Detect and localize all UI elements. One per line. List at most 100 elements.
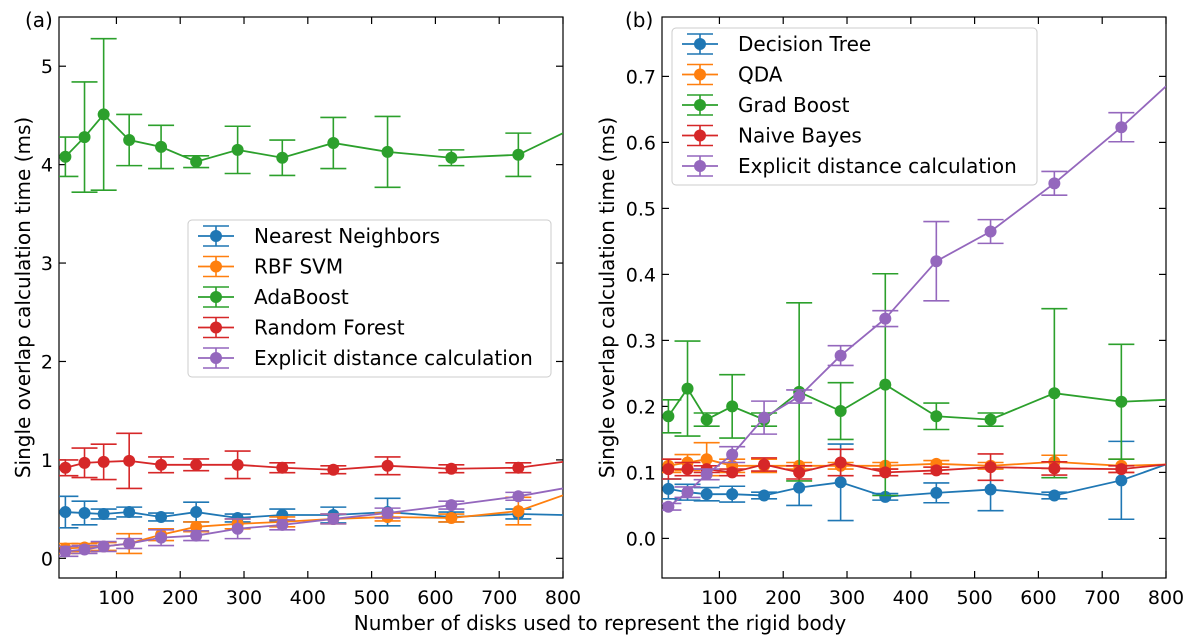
legend-label: Nearest Neighbors (254, 224, 440, 248)
legend-label: Decision Tree (738, 32, 871, 56)
data-point (930, 486, 943, 499)
legend-marker (694, 99, 706, 111)
data-point (445, 511, 458, 524)
legend-label: Explicit distance calculation (254, 346, 533, 370)
legend-marker (210, 321, 222, 334)
data-point (276, 518, 289, 531)
legend-marker (694, 68, 706, 81)
data-point (327, 463, 340, 476)
shared-x-axis-label: Number of disks used to represent the ri… (354, 611, 847, 635)
data-point (984, 483, 997, 496)
data-point (726, 488, 739, 501)
y-tick-label: 0.7 (626, 66, 656, 88)
y-tick-label: 0.4 (626, 264, 656, 286)
series-line (667, 383, 1166, 421)
data-point (123, 506, 136, 519)
data-point (512, 505, 525, 518)
data-point (662, 463, 675, 476)
legend-label: Random Forest (254, 316, 405, 340)
x-tick-label: 200 (765, 587, 801, 609)
x-tick-label: 300 (829, 587, 865, 609)
legend-item: Grad Boost (682, 93, 850, 117)
data-point (512, 148, 525, 161)
data-point (231, 522, 244, 535)
data-point (327, 512, 340, 525)
series-2 (662, 272, 1166, 497)
legend-marker (694, 160, 706, 172)
data-point (78, 131, 91, 144)
data-point (834, 405, 847, 418)
data-point (155, 510, 168, 523)
legend: Decision Tree QDA Grad Boost Naive Bayes Exp… (671, 27, 1038, 186)
data-point (834, 349, 847, 362)
series-3 (59, 432, 563, 490)
data-point (97, 540, 110, 553)
data-point (984, 413, 997, 426)
data-point (758, 411, 771, 424)
data-point (59, 150, 72, 163)
data-point (700, 413, 713, 426)
legend: Nearest Neighbors RBF SVM AdaBoost Random F… (187, 219, 552, 378)
data-point (78, 507, 91, 520)
legend-label: Explicit distance calculation (738, 154, 1017, 178)
data-point (59, 461, 72, 474)
x-tick-label: 800 (1148, 587, 1184, 609)
data-point (190, 520, 203, 533)
data-point (190, 506, 203, 519)
legend-label: RBF SVM (254, 255, 343, 279)
data-point (793, 390, 806, 403)
legend-item: Nearest Neighbors (198, 224, 440, 248)
data-point (930, 410, 943, 423)
legend-marker (694, 38, 706, 50)
x-tick-label: 600 (417, 587, 453, 609)
data-point (879, 466, 892, 479)
data-point (726, 466, 739, 479)
legend-item: Explicit distance calculation (198, 346, 533, 370)
data-point (97, 508, 110, 521)
x-tick-label: 800 (545, 587, 581, 609)
legend-marker (210, 260, 222, 273)
y-tick-label: 2 (41, 351, 53, 373)
x-tick-label: 100 (701, 587, 737, 609)
data-point (1115, 395, 1128, 408)
data-point (681, 486, 694, 499)
data-point (758, 458, 771, 471)
legend-item: Random Forest (198, 316, 405, 340)
legend-item: Explicit distance calculation (682, 154, 1017, 178)
data-point (1115, 121, 1128, 134)
data-point (662, 410, 675, 423)
x-tick-label: 500 (353, 587, 389, 609)
data-point (97, 455, 110, 468)
data-point (662, 482, 675, 495)
legend-item: Decision Tree (682, 32, 871, 56)
data-point (512, 461, 525, 474)
data-point (793, 481, 806, 494)
legend-item: AdaBoost (198, 285, 349, 309)
data-point (681, 382, 694, 395)
data-point (1048, 177, 1061, 190)
panel-label: (b) (625, 8, 653, 32)
data-point (445, 151, 458, 164)
data-point (1048, 489, 1061, 502)
data-point (445, 462, 458, 475)
series-4 (59, 487, 563, 558)
y-tick-label: 0.2 (626, 396, 656, 418)
x-tick-label: 400 (893, 587, 929, 609)
series-2 (59, 37, 563, 193)
y-tick-label: 3 (41, 253, 53, 275)
legend-item: RBF SVM (198, 255, 343, 279)
data-point (327, 136, 340, 149)
data-point (512, 490, 525, 503)
data-point (681, 463, 694, 476)
data-point (78, 456, 91, 469)
y-tick-label: 0.6 (626, 132, 656, 154)
data-point (190, 529, 203, 542)
data-point (700, 453, 713, 466)
data-point (155, 531, 168, 544)
x-tick-label: 300 (226, 587, 262, 609)
data-point (1115, 474, 1128, 487)
legend-label: Grad Boost (738, 93, 850, 117)
data-point (276, 461, 289, 474)
x-tick-label: 200 (162, 587, 198, 609)
